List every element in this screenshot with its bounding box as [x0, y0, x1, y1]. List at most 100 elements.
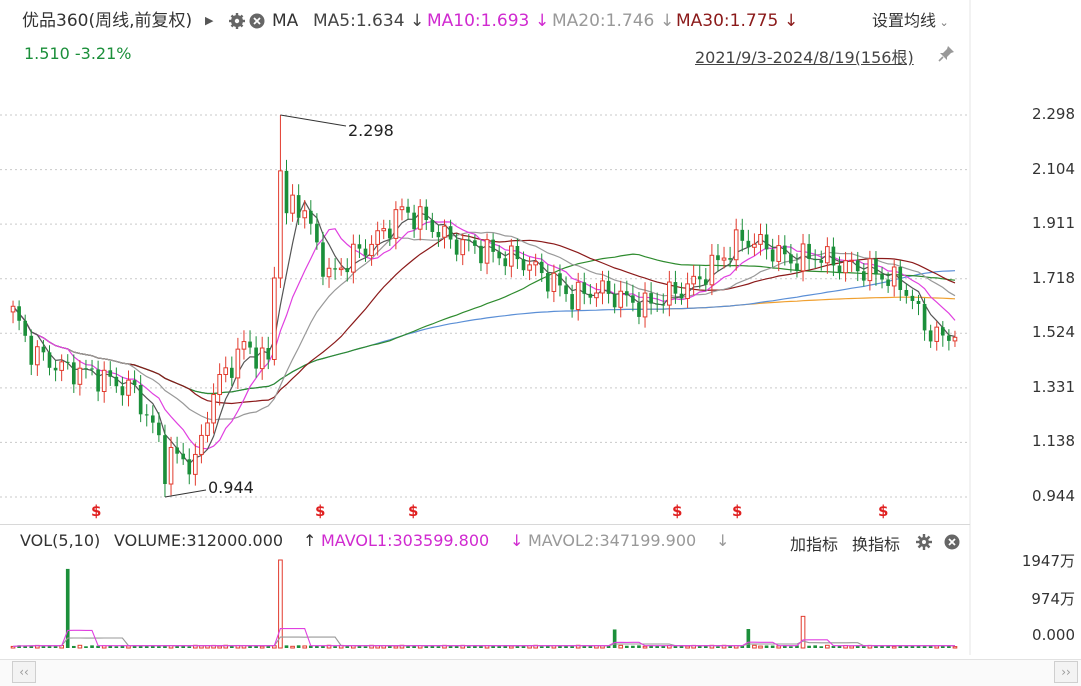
candle-body-down	[728, 258, 732, 260]
volume-bar-down	[406, 646, 410, 648]
candle-body-down	[673, 282, 678, 294]
signal-marker-icon[interactable]: $	[878, 502, 889, 520]
signal-marker-icon[interactable]: $	[315, 502, 326, 520]
candle-body-down	[157, 422, 161, 436]
volume-bar-up	[217, 645, 222, 649]
ma-label: MA	[272, 11, 299, 31]
volume-bar-up	[393, 645, 399, 649]
volume-bar-down	[163, 645, 167, 648]
close-icon[interactable]	[249, 9, 267, 33]
scroll-right-button[interactable]: ››	[1054, 661, 1078, 683]
volume-close-icon[interactable]	[943, 531, 961, 557]
candle-body-down	[497, 251, 502, 259]
candle-body-down	[387, 228, 392, 239]
ma20-line	[12, 231, 956, 421]
candle-body-up	[460, 239, 466, 256]
volume-bar-down	[120, 645, 125, 648]
candle-body-down	[17, 306, 21, 321]
ma30-line	[12, 232, 956, 405]
candle-body-down	[655, 303, 660, 305]
volume-bar-down	[746, 629, 751, 648]
volume-gear-icon[interactable]	[915, 531, 933, 557]
candle-body-down	[491, 239, 495, 252]
candle-body-up	[259, 347, 265, 370]
ma-settings-button[interactable]: 设置均线 ⌄	[872, 9, 949, 33]
low-annotation: 0.944	[208, 478, 254, 497]
expand-triangle-icon[interactable]: ▶	[205, 14, 214, 27]
volume-bar-up	[302, 645, 308, 649]
candle-body-up	[575, 281, 581, 311]
signal-marker-icon[interactable]: $	[672, 502, 683, 520]
candle-body-down	[41, 346, 46, 353]
candle-body-up	[752, 243, 757, 248]
add-indicator-button[interactable]: 加指标	[790, 535, 839, 554]
volume-bar-up	[290, 645, 295, 649]
candle-body-down	[697, 276, 702, 280]
volume-tick-label: 0.000	[1032, 626, 1075, 644]
candle-body-up	[891, 266, 897, 287]
candle-body-down	[473, 240, 477, 246]
chevron-down-icon: ⌄	[936, 16, 949, 29]
candle-body-down	[631, 295, 635, 303]
volume-bar-down	[114, 646, 119, 648]
candle-body-down	[479, 245, 483, 264]
signal-marker-icon[interactable]: $	[732, 502, 743, 520]
candle-body-up	[776, 245, 782, 262]
signal-marker-icon[interactable]: $	[408, 502, 419, 520]
volume-bar-down	[539, 646, 544, 648]
signal-marker-icon[interactable]: $	[91, 502, 102, 520]
volume-bar-down	[138, 645, 143, 648]
pin-icon[interactable]	[938, 44, 956, 66]
volume-bar-down	[673, 646, 678, 648]
price-tick-label: 1.524	[1032, 323, 1075, 342]
volume-bar-down	[71, 645, 76, 648]
candle-body-down	[570, 294, 574, 310]
volume-bar-up	[126, 645, 131, 649]
candle-body-up	[509, 245, 514, 267]
candle-body-down	[558, 273, 562, 286]
volume-bar-up	[891, 645, 897, 649]
volume-bar-down	[412, 645, 416, 648]
candle-body-down	[886, 279, 890, 286]
candle-body-up	[217, 374, 222, 396]
candle-body-down	[545, 273, 550, 292]
volume-bar-up	[825, 644, 830, 649]
candle-body-down	[831, 246, 836, 266]
candle-body-down	[187, 459, 192, 475]
candle-body-down	[175, 447, 179, 454]
volume-bar-down	[363, 646, 368, 648]
switch-indicator-button[interactable]: 换指标	[852, 535, 901, 554]
candle-body-down	[855, 260, 860, 272]
volume-bar-down	[296, 645, 301, 648]
volume-bar-down	[789, 646, 793, 648]
volume-bar-down	[41, 646, 46, 648]
price-tick-label: 1.718	[1032, 268, 1075, 287]
volume-bar-down	[588, 645, 593, 648]
candle-body-down	[47, 352, 52, 368]
candle-body-down	[363, 248, 368, 256]
candle-body-down	[521, 259, 526, 271]
volume-bar-down	[515, 645, 520, 648]
volume-bar-down	[29, 645, 34, 648]
volume-bar-down	[728, 645, 732, 648]
candle-body-up	[685, 283, 690, 299]
candle-body-down	[880, 274, 884, 280]
volume-bar-down	[436, 646, 441, 648]
volume-bar-down	[637, 645, 641, 648]
volume-bar-down	[491, 645, 495, 648]
volume-tick-label: 974万	[1031, 590, 1075, 608]
volume-bar-down	[564, 645, 568, 648]
candle-body-up	[77, 367, 83, 385]
candle-body-down	[770, 249, 775, 262]
volume-bar-down	[940, 645, 945, 648]
candle-body-up	[326, 267, 332, 278]
price-tick-label: 2.298	[1032, 105, 1075, 123]
candle-body-down	[807, 243, 811, 259]
volume-bar-down	[473, 645, 477, 648]
volume-bar-up	[758, 645, 763, 649]
gear-icon[interactable]	[229, 9, 247, 33]
candle-body-down	[84, 368, 88, 370]
volume-bar-up	[752, 644, 757, 649]
scroll-left-button[interactable]: ‹‹	[12, 661, 36, 683]
